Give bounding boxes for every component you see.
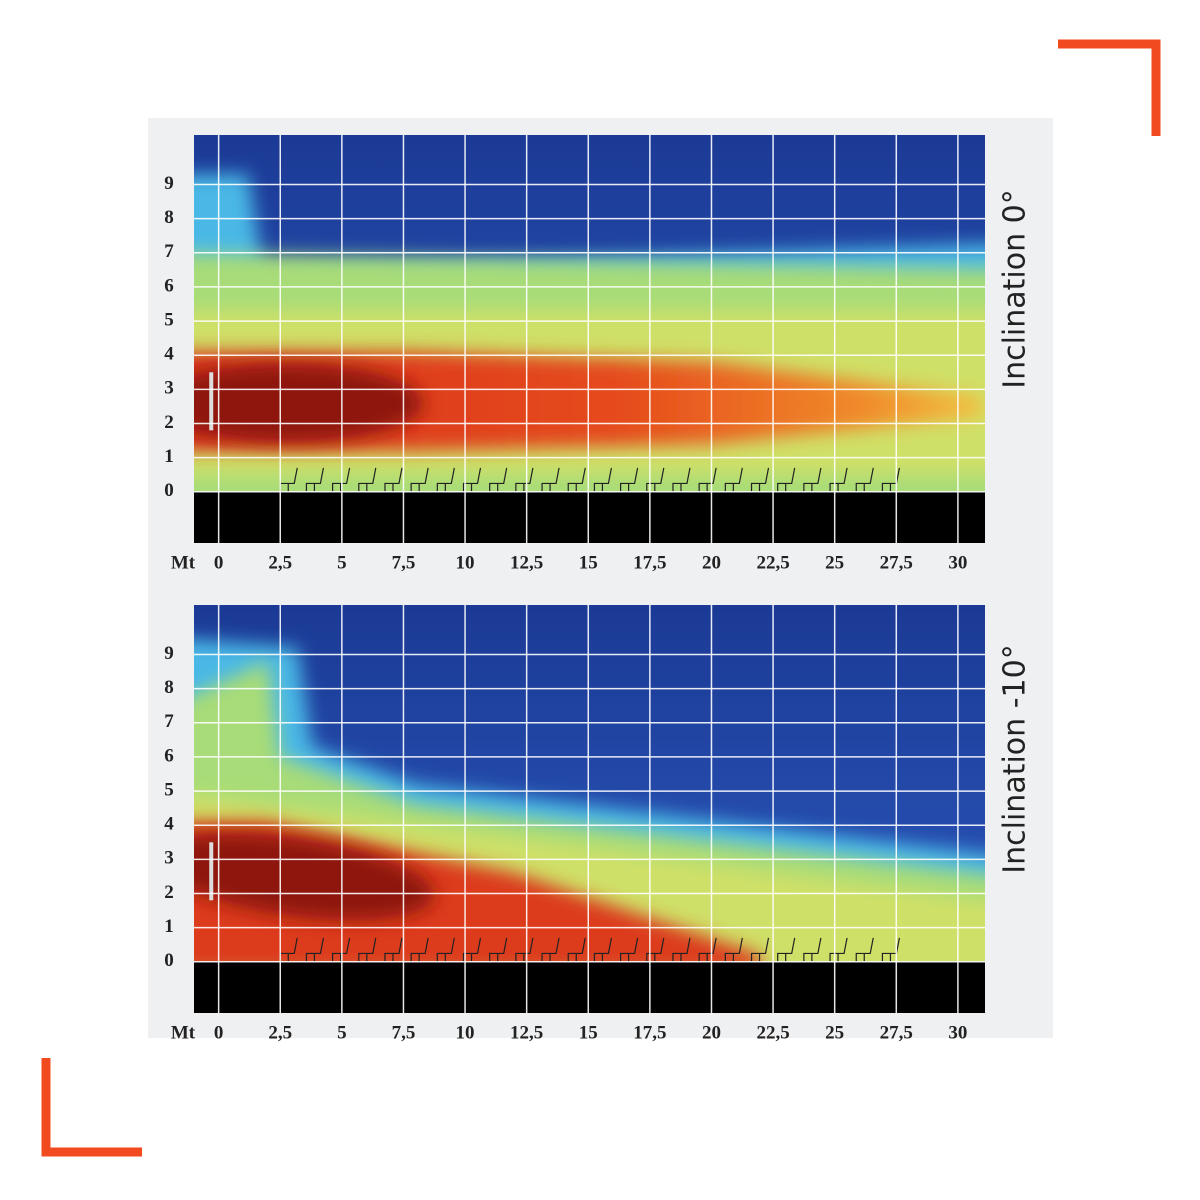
y-tick-label: 2 — [164, 882, 174, 903]
x-tick-label: 20 — [702, 552, 721, 573]
y-tick-label: 9 — [164, 173, 174, 194]
y-tick-label: 6 — [164, 745, 174, 766]
heat-core — [194, 832, 435, 921]
x-tick-label: 30 — [948, 1022, 967, 1043]
y-tick-label: 7 — [164, 241, 174, 262]
y-tick-label: 3 — [164, 848, 174, 869]
y-tick-label: 1 — [164, 916, 174, 937]
x-tick-label: 15 — [579, 552, 598, 573]
speaker — [209, 372, 214, 431]
x-tick-label: 25 — [825, 1022, 844, 1043]
x-tick-label: 25 — [825, 552, 844, 573]
x-tick-label: 7,5 — [392, 552, 416, 573]
y-tick-label: 8 — [164, 677, 174, 698]
y-tick-label: 5 — [164, 309, 174, 330]
seat-row — [279, 467, 901, 492]
ground — [194, 961, 985, 1013]
x-tick-label: 0 — [214, 1022, 224, 1043]
y-tick-label: 4 — [164, 814, 174, 835]
x-tick-label: 5 — [337, 1022, 347, 1043]
ground — [194, 491, 985, 543]
heatmap-plot — [194, 605, 985, 1013]
x-tick-label: 22,5 — [756, 1022, 789, 1043]
x-tick-label: 27,5 — [880, 552, 913, 573]
x-tick-label: 15 — [579, 1022, 598, 1043]
x-tick-label: 22,5 — [756, 552, 789, 573]
y-tick-label: 2 — [164, 412, 174, 433]
corner-bracket — [1058, 39, 1161, 136]
y-tick-label: 1 — [164, 446, 174, 467]
x-tick-label: 30 — [948, 552, 967, 573]
chart-title: Inclination -10° — [998, 644, 1033, 873]
y-tick-label: 3 — [164, 378, 174, 399]
x-tick-label: 2,5 — [268, 1022, 292, 1043]
x-tick-label: 7,5 — [392, 1022, 416, 1043]
speaker — [209, 842, 214, 901]
corner-bracket — [41, 1058, 142, 1157]
x-tick-label: 20 — [702, 1022, 721, 1043]
x-tick-label: 10 — [456, 552, 475, 573]
y-tick-label: 0 — [164, 480, 174, 501]
heat-core — [194, 363, 424, 443]
x-tick-label: 17,5 — [633, 1022, 666, 1043]
y-tick-label: 7 — [164, 711, 174, 732]
x-tick-label: 2,5 — [268, 552, 292, 573]
y-tick-label: 0 — [164, 950, 174, 971]
x-tick-label: 17,5 — [633, 552, 666, 573]
x-tick-label: 0 — [214, 552, 224, 573]
x-axis-label: Mt — [171, 552, 196, 573]
y-tick-label: 9 — [164, 643, 174, 664]
y-tick-label: 6 — [164, 275, 174, 296]
x-tick-label: 5 — [337, 552, 347, 573]
seat-row — [279, 937, 901, 962]
x-axis-label: Mt — [171, 1022, 196, 1043]
x-tick-label: 12,5 — [510, 1022, 543, 1043]
x-tick-label: 12,5 — [510, 552, 543, 573]
x-tick-label: 27,5 — [880, 1022, 913, 1043]
chart-title: Inclination 0° — [998, 189, 1033, 389]
y-tick-label: 4 — [164, 344, 174, 365]
x-tick-label: 10 — [456, 1022, 475, 1043]
y-tick-label: 8 — [164, 207, 174, 228]
heatmap-plot — [194, 135, 985, 543]
y-tick-label: 5 — [164, 779, 174, 800]
